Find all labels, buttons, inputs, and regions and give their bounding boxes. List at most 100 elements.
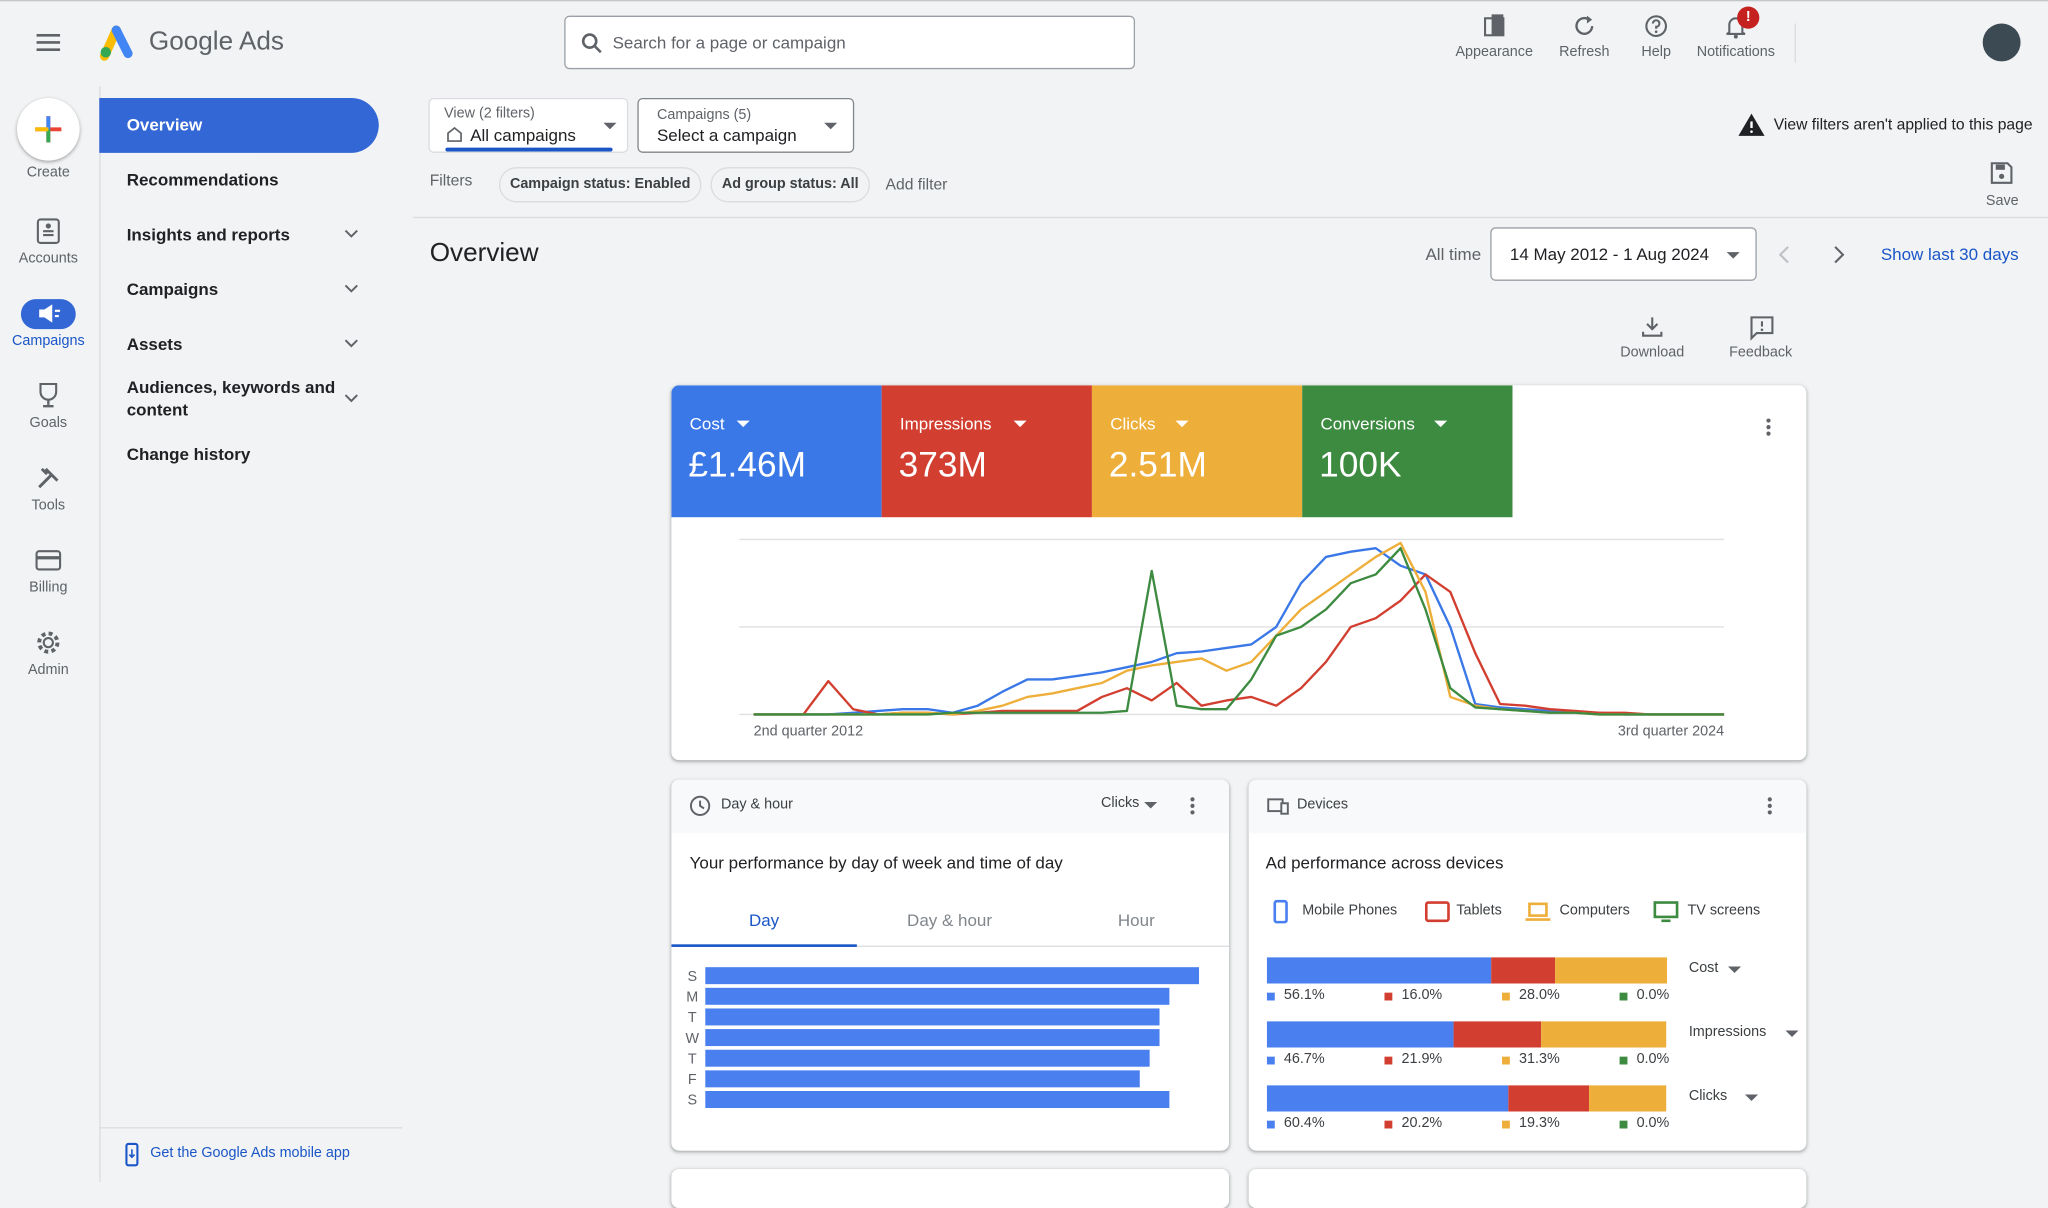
icon-shape bbox=[1834, 246, 1845, 264]
menu-item[interactable]: Overview bbox=[126, 114, 203, 135]
search-placeholder: Search for a page or campaign bbox=[612, 32, 846, 53]
metric-name: Conversions bbox=[1320, 414, 1415, 434]
icon-shape bbox=[603, 122, 617, 130]
menu-item[interactable]: Insights and reports bbox=[126, 224, 290, 245]
rail-label[interactable]: Accounts bbox=[18, 250, 78, 267]
dropdown-arrow bbox=[1176, 420, 1190, 428]
notification-badge: ! bbox=[1737, 6, 1760, 29]
action-label[interactable]: Help bbox=[1641, 44, 1671, 61]
icon-shape bbox=[1654, 30, 1658, 34]
bar bbox=[705, 1029, 1160, 1047]
action-label[interactable]: Feedback bbox=[1729, 344, 1793, 361]
icon-shape bbox=[1767, 797, 1772, 802]
view-selector[interactable]: View (2 filters) All campaigns bbox=[428, 97, 629, 153]
action-label[interactable]: Notifications bbox=[1696, 44, 1775, 61]
menu-item[interactable]: Campaigns bbox=[126, 279, 219, 300]
rail-icon bbox=[36, 218, 60, 244]
tab[interactable]: Hour bbox=[1117, 910, 1155, 930]
legend-icon bbox=[1424, 901, 1450, 923]
icon-shape bbox=[1999, 173, 2005, 179]
filter-chip[interactable]: Campaign status: Enabled bbox=[498, 167, 702, 203]
action-label[interactable]: Appearance bbox=[1455, 44, 1533, 61]
action-label[interactable]: Download bbox=[1620, 344, 1685, 361]
metric-tile[interactable]: Cost £1.46M bbox=[671, 385, 882, 518]
icon-shape bbox=[1144, 801, 1158, 809]
icon-shape bbox=[43, 399, 54, 408]
icon-shape bbox=[1280, 802, 1289, 815]
legend-swatch bbox=[1619, 992, 1628, 1001]
icon-shape bbox=[111, 25, 133, 59]
dropdown-arrow bbox=[1014, 420, 1028, 428]
card-title: Devices bbox=[1296, 796, 1349, 813]
store-icon bbox=[447, 126, 462, 142]
icon-shape bbox=[43, 230, 54, 237]
icon-shape bbox=[1995, 164, 2005, 170]
icon-shape bbox=[1767, 803, 1772, 808]
date-range-picker[interactable]: 14 May 2012 - 1 Aug 2024 bbox=[1490, 227, 1757, 281]
icon-shape bbox=[128, 1149, 136, 1159]
mobile-app-link[interactable]: Get the Google Ads mobile app bbox=[150, 1145, 350, 1162]
menu-item[interactable]: Recommendations bbox=[126, 169, 279, 190]
bar-segment bbox=[1266, 1021, 1454, 1048]
campaign-selector[interactable]: Campaigns (5) Select a campaign bbox=[637, 97, 855, 153]
legend-swatch bbox=[1502, 992, 1510, 1001]
bar-segment bbox=[1541, 1021, 1667, 1048]
rail-label[interactable]: Billing bbox=[29, 579, 68, 596]
icon-shape bbox=[1766, 425, 1771, 430]
metric-selector[interactable]: Impressions bbox=[1688, 1023, 1767, 1040]
icon-shape bbox=[1653, 901, 1679, 919]
menu-item[interactable]: Audiences, keywords and content bbox=[126, 377, 336, 420]
metric-tile[interactable]: Conversions 100K bbox=[1302, 385, 1513, 518]
performance-card: Cost £1.46M Impressions 373M Clicks 2.51M Conv… bbox=[671, 385, 1807, 761]
metric-selector[interactable]: Clicks bbox=[1688, 1087, 1728, 1104]
rail-label[interactable]: Create bbox=[26, 164, 70, 181]
tab[interactable]: Day & hour bbox=[907, 910, 993, 930]
rail-label[interactable]: Admin bbox=[27, 662, 69, 678]
icon-shape bbox=[1778, 246, 1789, 264]
y-tick-label: W bbox=[685, 1031, 699, 1047]
save-label[interactable]: Save bbox=[1985, 193, 2019, 209]
icon-shape bbox=[1726, 252, 1740, 259]
avatar[interactable] bbox=[1982, 23, 2021, 62]
more-button bbox=[1766, 418, 1771, 436]
dropdown-arrow bbox=[1728, 966, 1742, 974]
value-label: 21.9% bbox=[1401, 1051, 1443, 1068]
bar bbox=[705, 1008, 1160, 1026]
rail-label[interactable]: Tools bbox=[31, 497, 66, 514]
icon-shape bbox=[37, 631, 60, 654]
filter-chip[interactable]: Ad group status: All bbox=[710, 167, 870, 203]
show-last-link[interactable]: Show last 30 days bbox=[1880, 244, 2019, 264]
menu-button bbox=[36, 33, 61, 51]
logo bbox=[99, 25, 133, 61]
brand-name: Google Ads bbox=[148, 27, 284, 57]
metric-tile[interactable]: Impressions 373M bbox=[881, 385, 1092, 518]
metric-tile[interactable]: Clicks 2.51M bbox=[1091, 385, 1303, 518]
metric-selector[interactable]: Clicks bbox=[1101, 795, 1140, 812]
rail-label[interactable]: Goals bbox=[29, 415, 68, 432]
icon-shape bbox=[1014, 420, 1028, 428]
expand-chevron bbox=[344, 284, 358, 293]
bar-segment bbox=[1266, 957, 1492, 984]
icon-shape bbox=[1528, 902, 1548, 917]
add-filter[interactable]: Add filter bbox=[885, 175, 948, 194]
tab[interactable]: Day bbox=[748, 910, 780, 930]
search-box[interactable]: Search for a page or campaign bbox=[564, 15, 1136, 70]
rail-label[interactable]: Campaigns bbox=[11, 333, 85, 349]
menu-item[interactable]: Assets bbox=[126, 334, 183, 354]
bar bbox=[705, 1070, 1140, 1088]
action-label[interactable]: Refresh bbox=[1559, 44, 1610, 61]
clock-icon bbox=[689, 795, 711, 816]
dropdown-arrow bbox=[824, 122, 838, 130]
tab-indicator bbox=[671, 944, 857, 947]
value-label: 60.4% bbox=[1283, 1115, 1325, 1132]
active-underline bbox=[445, 147, 613, 152]
bar-segment bbox=[1589, 1085, 1667, 1112]
metric-selector[interactable]: Cost bbox=[1688, 959, 1719, 976]
dropdown-arrow bbox=[1744, 1094, 1758, 1102]
rail-icon bbox=[37, 631, 60, 654]
devices-card: Devices Ad performance across devices Mobi… bbox=[1248, 779, 1807, 1151]
icon-shape bbox=[1651, 19, 1661, 29]
menu-item[interactable]: Change history bbox=[126, 444, 251, 464]
campaigns-value: Select a campaign bbox=[656, 125, 797, 145]
action-icon bbox=[1642, 317, 1663, 337]
